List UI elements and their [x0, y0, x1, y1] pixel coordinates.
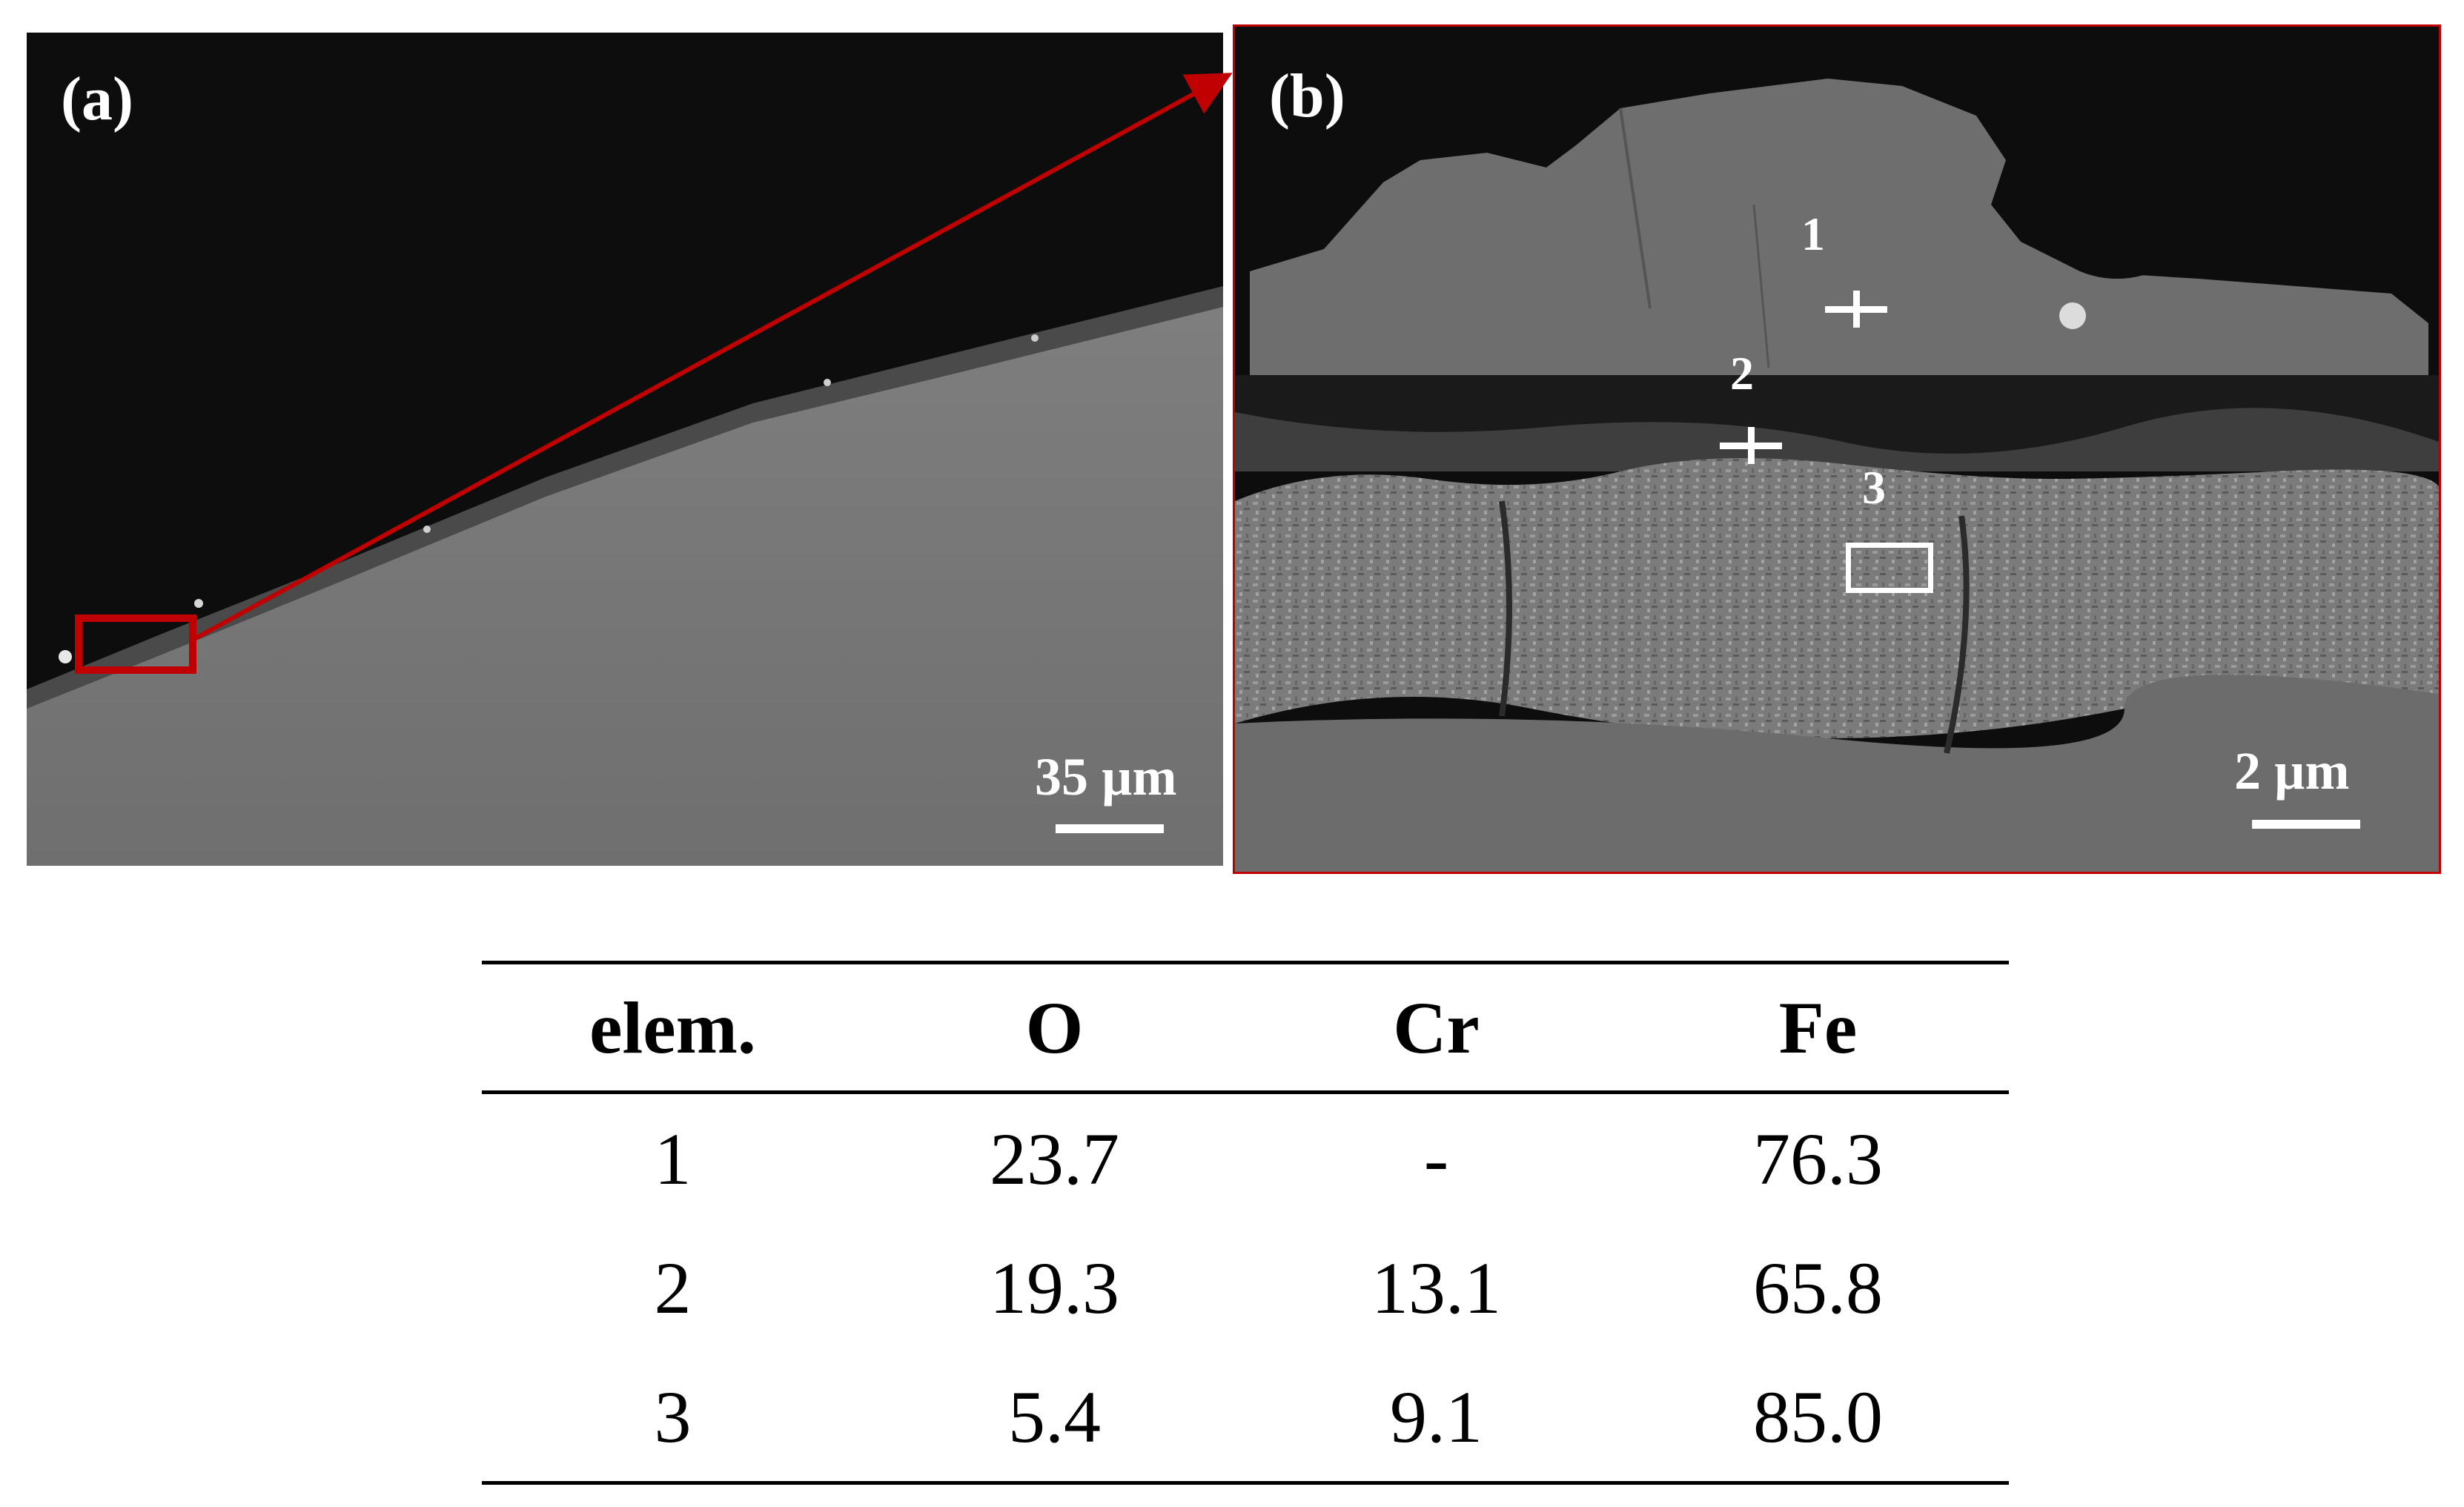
cell: 9.1: [1390, 1375, 1483, 1458]
marker-2-label: 2: [1730, 347, 1754, 400]
cell: 2: [654, 1246, 692, 1329]
cell: 13.1: [1371, 1246, 1501, 1329]
cell: 5.4: [1008, 1375, 1101, 1458]
cell: 1: [654, 1117, 692, 1200]
cell: 65.8: [1753, 1246, 1883, 1329]
sem-micrograph-a: [27, 33, 1223, 866]
cell: -: [1423, 1117, 1449, 1200]
cell: 23.7: [990, 1117, 1119, 1200]
header-elem: elem.: [589, 986, 756, 1069]
sem-micrograph-b: [1235, 27, 2439, 872]
scale-bar-a: [1056, 824, 1164, 833]
table-row: 1 23.7 - 76.3: [482, 1093, 2009, 1224]
table-header-row: elem. O Cr Fe: [482, 962, 2009, 1093]
panel-a-label: (a): [61, 64, 133, 133]
cell: 3: [654, 1375, 692, 1458]
marker-3-label: 3: [1862, 461, 1886, 514]
cell: 19.3: [990, 1246, 1119, 1329]
marker-3-box: [1846, 543, 1933, 593]
cell: 85.0: [1753, 1375, 1883, 1458]
table-row: 2 19.3 13.1 65.8: [482, 1223, 2009, 1352]
table-row: 3 5.4 9.1 85.0: [482, 1352, 2009, 1483]
panel-b-label: (b): [1269, 62, 1345, 130]
cell: 76.3: [1753, 1117, 1883, 1200]
composition-table: elem. O Cr Fe 1 23.7 - 76.3 2 19.3 13.1 …: [482, 961, 2009, 1485]
sem-image-a: (a) 35 µm: [27, 33, 1223, 866]
marker-2-cross-icon: [1720, 427, 1782, 464]
header-fe: Fe: [1778, 986, 1858, 1069]
marker-1-label: 1: [1801, 208, 1825, 260]
scale-bar-b: [2252, 820, 2360, 829]
scale-bar-label-b: 2 µm: [2234, 741, 2350, 801]
scale-bar-label-a: 35 µm: [1035, 747, 1177, 807]
header-o: O: [1025, 986, 1084, 1069]
marker-1-cross-icon: [1825, 291, 1887, 328]
header-cr: Cr: [1393, 986, 1480, 1069]
sem-image-b: 1 2 3 (b) 2 µm: [1233, 24, 2441, 874]
